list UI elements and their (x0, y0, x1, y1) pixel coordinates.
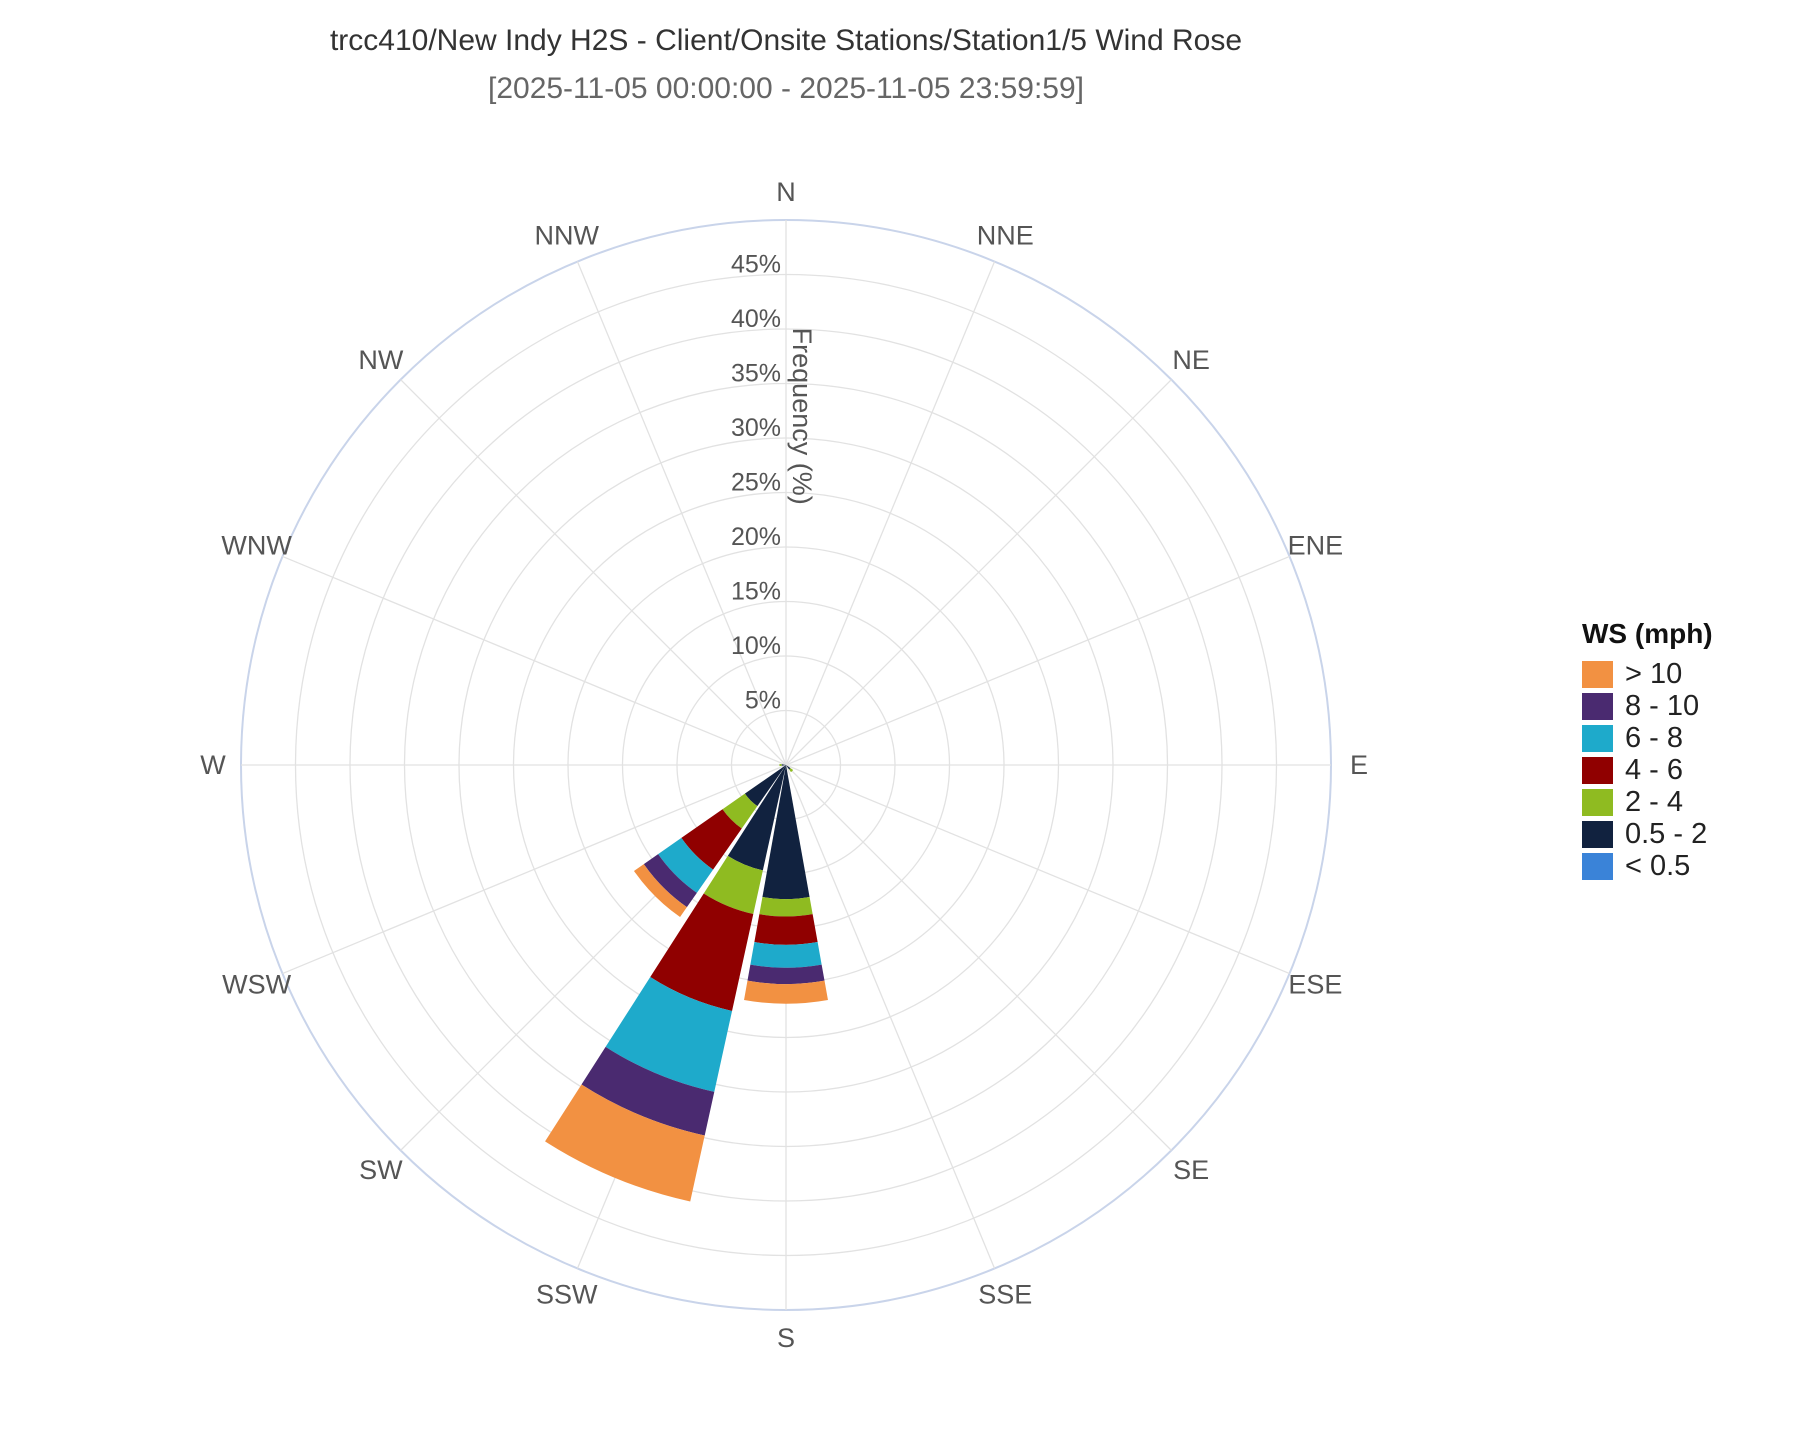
wedge-sw (681, 809, 742, 870)
radial-tick-label: 20% (731, 523, 781, 551)
wedge-s (759, 896, 813, 917)
grid-spoke (576, 261, 787, 766)
wedge-sw (643, 854, 697, 908)
legend-item[interactable]: 6 - 8 (1582, 722, 1713, 754)
radial-tick-label: 30% (731, 414, 781, 442)
grid-spoke (785, 764, 1290, 975)
legend-label: 0.5 - 2 (1625, 817, 1708, 850)
wedge-sw (744, 765, 786, 807)
grid-spoke (785, 379, 1172, 766)
direction-label: WSW (222, 969, 291, 999)
grid-spoke (785, 261, 996, 766)
wedge-ssw (581, 1046, 715, 1136)
chart-subtitle: [2025-11-05 00:00:00 - 2025-11-05 23:59:… (487, 72, 1084, 105)
legend-swatch (1582, 660, 1613, 688)
legend-title: WS (mph) (1582, 618, 1713, 649)
direction-label: SE (1173, 1155, 1209, 1185)
wind-rose-plot: N NNE NE ENE E ESE SE SSE S SSW SW WSW W WNW NW NNW 5% 10… (200, 177, 1368, 1353)
legend-item[interactable]: 8 - 10 (1582, 690, 1713, 722)
legend-swatch (1582, 756, 1613, 784)
legend-label: 4 - 6 (1625, 753, 1684, 786)
grid-spoke (785, 764, 996, 1269)
direction-label: S (777, 1323, 795, 1353)
grid-spoke (785, 555, 1290, 766)
direction-label: N (776, 177, 796, 207)
grid-spoke (785, 764, 1172, 1151)
radial-axis-title: Frequency (%) (787, 328, 817, 505)
wedge-w (781, 764, 786, 766)
radial-tick-label: 5% (745, 687, 781, 715)
radial-tick-label: 40% (731, 305, 781, 333)
legend-item[interactable]: 0.5 - 2 (1582, 818, 1713, 850)
legend-label: 2 - 4 (1625, 785, 1684, 818)
direction-label: ESE (1288, 969, 1342, 999)
legend-swatch (1582, 820, 1613, 848)
direction-label: SSE (978, 1279, 1032, 1309)
legend-label: < 0.5 (1625, 849, 1691, 882)
radial-tick-label: 35% (731, 360, 781, 388)
wedge-se (786, 765, 791, 770)
radial-tick-label: 45% (731, 251, 781, 279)
legend-swatch (1582, 692, 1613, 720)
wedge-se (789, 768, 794, 773)
wedge-ssw (703, 855, 763, 915)
direction-label: SSW (536, 1279, 598, 1309)
direction-label: E (1350, 750, 1368, 780)
legend-item[interactable]: 2 - 4 (1582, 786, 1713, 818)
direction-label: ENE (1288, 531, 1344, 561)
wedge-s (754, 914, 818, 945)
wedge-ssw (727, 765, 786, 871)
direction-label: WNW (221, 531, 292, 561)
legend-item[interactable]: > 10 (1582, 658, 1713, 690)
direction-label: NE (1172, 345, 1210, 375)
legend-swatch (1582, 852, 1613, 880)
wedge-s (762, 765, 810, 900)
direction-label: NW (358, 345, 403, 375)
legend-label: 8 - 10 (1625, 689, 1700, 722)
direction-label: W (200, 750, 226, 780)
radial-tick-label: 10% (731, 632, 781, 660)
direction-label: NNW (534, 221, 599, 251)
legend-swatch (1582, 788, 1613, 816)
wedge-s (747, 964, 825, 985)
wedge-ssw (545, 1084, 705, 1202)
radial-tick-label: 15% (731, 578, 781, 606)
wedge-ssw (650, 893, 754, 1011)
grid-spoke (282, 555, 787, 766)
wedge-s (750, 942, 822, 968)
chart-title: trcc410/New Indy H2S - Client/Onsite Sta… (329, 24, 1243, 57)
direction-label: NNE (977, 221, 1034, 251)
legend-label: 6 - 8 (1625, 721, 1684, 754)
legend-item[interactable]: 4 - 6 (1582, 754, 1713, 786)
wedge-sw (722, 793, 758, 829)
legend-swatch (1582, 724, 1613, 752)
wedge-sw (633, 864, 687, 918)
legend-label: > 10 (1625, 657, 1683, 690)
direction-label: SW (359, 1155, 403, 1185)
wedge-ssw (605, 977, 733, 1092)
grid-spoke (282, 764, 787, 975)
radial-tick-label: 25% (731, 469, 781, 497)
wedge-sw (658, 837, 714, 893)
grid-spoke (400, 379, 787, 766)
wedge-s (744, 980, 828, 1004)
wedge-w (779, 763, 782, 767)
legend-item[interactable]: < 0.5 (1582, 850, 1713, 882)
